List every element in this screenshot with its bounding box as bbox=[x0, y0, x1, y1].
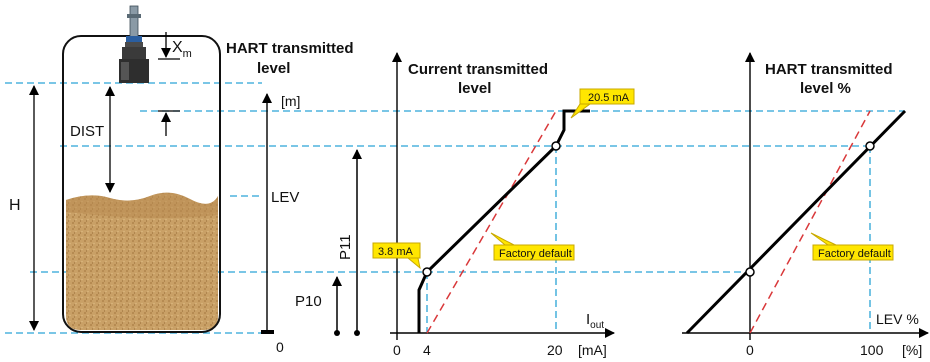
current-point-high bbox=[551, 141, 561, 151]
current-tick-4: 4 bbox=[423, 342, 431, 358]
percent-chart: HART transmitted level % LEV % 0 100 [%]… bbox=[682, 52, 929, 358]
percent-title-2: level % bbox=[800, 80, 851, 97]
percent-tick-100: 100 bbox=[860, 342, 884, 358]
svg-text:3.8 mA: 3.8 mA bbox=[378, 246, 414, 258]
percent-point-low bbox=[745, 267, 755, 277]
callout-factory-default-percent: Factory default bbox=[810, 232, 894, 261]
percent-title-1: HART transmitted bbox=[765, 61, 893, 78]
radar-sensor bbox=[119, 5, 149, 83]
callout-factory-default-current: Factory default bbox=[490, 232, 575, 261]
current-tick-unit: [mA] bbox=[578, 342, 607, 358]
p10-origin-dot bbox=[334, 330, 340, 336]
percent-tick-unit: [%] bbox=[902, 342, 922, 358]
current-tick-20: 20 bbox=[547, 342, 563, 358]
meter-axis-base bbox=[261, 330, 274, 334]
current-factory-default-line bbox=[426, 110, 557, 334]
callout-3-8ma: 3.8 mA bbox=[372, 242, 421, 270]
p11-label: P11 bbox=[337, 234, 354, 260]
sand-fill bbox=[66, 192, 218, 330]
svg-text:20.5 mA: 20.5 mA bbox=[588, 92, 630, 104]
svg-text:Factory default: Factory default bbox=[499, 248, 572, 260]
current-title-1: Current transmitted bbox=[408, 61, 548, 78]
sand-shade bbox=[66, 192, 218, 218]
svg-text:Factory default: Factory default bbox=[818, 248, 891, 260]
percent-factory-default-line bbox=[749, 110, 871, 334]
callout-20-5ma: 20.5 mA bbox=[570, 88, 635, 119]
meter-zero-label: 0 bbox=[276, 339, 284, 355]
dist-label: DIST bbox=[70, 123, 104, 140]
percent-x-axis-label: LEV % bbox=[876, 311, 919, 327]
tank: Xm DIST H bbox=[9, 5, 221, 333]
percent-point-high bbox=[865, 141, 875, 151]
lev-label: LEV bbox=[271, 189, 299, 206]
current-x-axis-label: Iout bbox=[586, 311, 604, 331]
percent-tick-0: 0 bbox=[746, 342, 754, 358]
hart-level-title-2: level bbox=[257, 60, 290, 77]
p10-label: P10 bbox=[295, 293, 322, 310]
hart-level-title-1: HART transmitted bbox=[226, 40, 354, 57]
current-chart: Current transmitted level Iout 0 4 20 [m… bbox=[372, 52, 635, 358]
p11-origin-dot bbox=[354, 330, 360, 336]
current-point-low bbox=[422, 267, 432, 277]
current-tick-0: 0 bbox=[393, 342, 401, 358]
current-title-2: level bbox=[458, 80, 491, 97]
current-output-line bbox=[417, 109, 590, 333]
meter-unit-label: [m] bbox=[281, 93, 300, 109]
xm-label: Xm bbox=[172, 39, 192, 60]
hart-level-section: HART transmitted level [m] LEV 0 P10 P11 bbox=[226, 40, 362, 355]
h-label: H bbox=[9, 197, 21, 214]
